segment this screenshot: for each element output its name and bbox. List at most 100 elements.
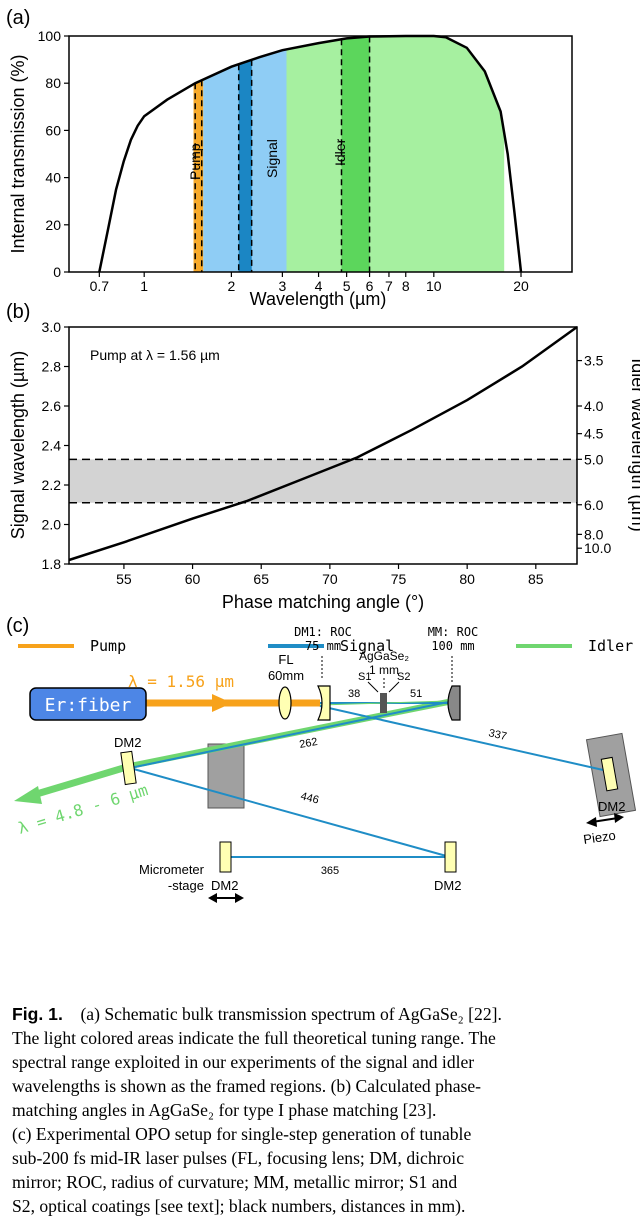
y-tick-label: 100: [38, 28, 62, 44]
distance-262: 262: [298, 736, 318, 751]
dm1-label: DM1: ROC: [294, 625, 352, 639]
y-tick-label: 0: [53, 264, 61, 280]
distance-365: 365: [321, 865, 339, 877]
y-tick-label: 20: [45, 217, 61, 233]
y-tick-label: 1.8: [42, 556, 62, 572]
right-tick-label: 3.5: [584, 353, 604, 369]
pump-arrowhead: [212, 694, 232, 712]
crystal-length-label: 1 mm: [369, 663, 399, 677]
x-tick-label: 8: [402, 278, 410, 294]
micrometer-double-arrow: [208, 893, 244, 903]
y-tick-label: 2.0: [42, 517, 62, 533]
idler-arrowhead: [14, 786, 42, 804]
x-tick-label: 85: [528, 571, 544, 587]
distance-337: 337: [487, 727, 508, 743]
panel-b-ylabel: Signal wavelength (µm): [8, 351, 28, 539]
figure-canvas: (a) 0.7 1 2 3 4 5 6 7 8 10 20 0 20 40 60 80 100 Pump Sig…: [6, 7, 640, 903]
dm2-output-label: DM2: [114, 735, 141, 750]
y-tick-label: 40: [45, 170, 61, 186]
caption-line-1: (a) Schematic bulk transmission spectrum…: [80, 1004, 502, 1024]
agse-crystal: [380, 693, 387, 713]
panel-a-ylabel: Internal transmission (%): [8, 54, 28, 253]
caption-line-6: (c) Experimental OPO setup for single-st…: [12, 1124, 472, 1144]
dm2-far-label: DM2: [434, 878, 461, 893]
caption-line-2: The light colored areas indicate the ful…: [12, 1028, 496, 1048]
y-tick-label: 2.6: [42, 398, 62, 414]
mm-metallic-mirror: [447, 685, 461, 721]
dm2-micrometer-label: DM2: [211, 878, 238, 893]
panel-b-letter: (b): [6, 301, 30, 323]
dm1-curved-mirror: [317, 685, 331, 721]
panel-b-xlabel: Phase matching angle (°): [222, 592, 424, 612]
x-tick-label: 80: [459, 571, 475, 587]
panel-b-phase-matching-chart: (b) 55 60 65 70 75 80 85 1.8 2.0 2.2 2.4 2.6 2.8 3.0 3…: [6, 301, 640, 612]
x-tick-label: 10: [426, 278, 442, 294]
y-tick-label: 60: [45, 122, 61, 138]
right-tick-label: 8.0: [584, 526, 604, 542]
x-tick-label: 70: [322, 571, 338, 587]
shaded-region-idler-4: [341, 36, 370, 272]
right-tick-label: 4.5: [584, 426, 604, 442]
x-tick-label: 7: [385, 278, 393, 294]
phase-matching-curve: [68, 325, 578, 562]
x-tick-label: 1: [140, 278, 148, 294]
micrometer-label: Micrometer: [139, 862, 205, 877]
s1-label: S1: [358, 671, 371, 683]
right-tick-label: 4.0: [584, 398, 604, 414]
transmission-curve: [98, 34, 523, 273]
caption-line-8: mirror; ROC, radius of curvature; MM, me…: [12, 1172, 458, 1192]
shaded-region-pump-0: [193, 79, 204, 272]
dm1-roc-label: 75 mm: [305, 639, 341, 653]
legend-signal-label: Signal: [340, 637, 394, 655]
signal-to-far-dm2-beam: [129, 767, 451, 858]
caption-line-3: spectral range exploited in our experime…: [12, 1052, 475, 1072]
legend-idler-label: Idler: [588, 637, 633, 655]
caption-line-7: sub-200 fs mid-IR laser pulses (FL, focu…: [12, 1148, 464, 1168]
y-tick-label: 80: [45, 75, 61, 91]
panel-a-letter: (a): [6, 7, 30, 29]
dm2-far-mirror: [444, 841, 457, 873]
y-tick-label: 3.0: [42, 319, 62, 335]
s1-pointer: [367, 681, 379, 693]
x-tick-label: 55: [116, 571, 132, 587]
panel-a-xlabel: Wavelength (µm): [250, 289, 387, 309]
fl-focal-label: 60mm: [268, 668, 304, 683]
y-tick-label: 2.4: [42, 438, 62, 454]
pump-annotation: Pump at λ = 1.56 µm: [90, 347, 220, 363]
pump-wavelength-label: λ = 1.56 µm: [128, 672, 234, 691]
dm2-piezo-mirror: [600, 756, 619, 792]
er-fiber-laser: [29, 687, 147, 721]
panel-a-transmission-chart: (a) 0.7 1 2 3 4 5 6 7 8 10 20 0 20 40 60 80 100 Pump Sig…: [6, 7, 573, 309]
x-tick-label: 60: [185, 571, 201, 587]
panel-c-setup-diagram: (c) Pump Signal Idler Er:fiber λ = 1.56 …: [6, 615, 637, 903]
mm-to-dm2-cavity-beam-signal: [129, 701, 449, 769]
caption-fig-label: Fig. 1.: [12, 1004, 63, 1024]
x-tick-label: 20: [513, 278, 529, 294]
caption-line-4: wavelengths is shown as the framed regio…: [12, 1076, 482, 1096]
x-tick-label: 5: [343, 278, 351, 294]
idler-region-label: Idler: [332, 138, 348, 166]
s2-pointer: [388, 681, 400, 693]
right-tick-label: 5.0: [584, 451, 604, 467]
shaded-region-signal-2: [238, 59, 252, 273]
mm-label: MM: ROC: [428, 625, 479, 639]
dm2-piezo-label: DM2: [598, 799, 625, 814]
signal-range-band: [69, 459, 577, 503]
distance-446: 446: [299, 790, 320, 806]
y-tick-label: 2.2: [42, 477, 62, 493]
dm2-output-coupler: [120, 750, 137, 786]
crystal-label: AgGaSe₂: [359, 649, 409, 663]
panel-b-ylabel-right: Idler wavelength (µm): [628, 358, 640, 531]
idler-output-beam: [28, 762, 132, 800]
x-tick-label: 0.7: [90, 278, 110, 294]
distance-51: 51: [410, 688, 422, 700]
figure-caption: Fig. 1. (a) Schematic bulk transmission …: [12, 1002, 632, 1218]
x-tick-label: 3: [278, 278, 286, 294]
x-tick-label: 65: [253, 571, 269, 587]
dm2-micrometer-mirror: [219, 841, 232, 873]
distance-38: 38: [348, 688, 360, 700]
micrometer-stage-label: -stage: [168, 878, 204, 893]
y-tick-label: 2.8: [42, 359, 62, 375]
signal-to-piezo-dm2-beam: [319, 705, 613, 773]
panel-c-letter: (c): [6, 615, 29, 637]
